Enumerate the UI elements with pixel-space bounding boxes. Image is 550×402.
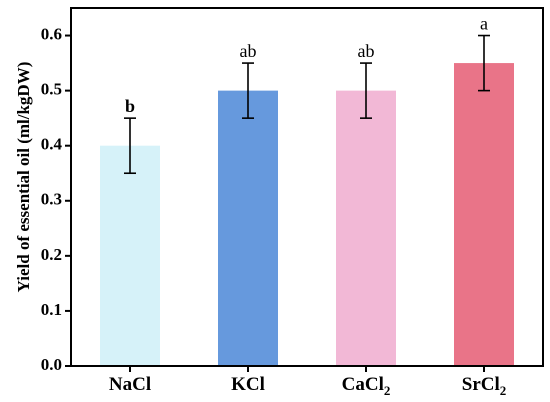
x-tick-label: KCl: [231, 374, 265, 395]
error-bar: [478, 34, 490, 92]
y-axis-label: Yield of essential oil (ml/kgDW): [14, 62, 33, 293]
y-tick-label: 0.5: [41, 80, 62, 99]
y-tick-label: 0.3: [41, 190, 62, 209]
y-tick-label: 0.2: [41, 245, 62, 264]
significance-label: ab: [240, 41, 257, 61]
bar-nacl: [100, 145, 160, 366]
bar-cacl: [336, 90, 396, 366]
y-tick-label: 0.0: [41, 355, 62, 374]
significance-label: a: [480, 14, 488, 34]
significance-label: ab: [358, 41, 375, 61]
error-bar: [124, 117, 136, 175]
bar-kcl: [218, 90, 278, 366]
significance-label: b: [125, 96, 135, 116]
y-tick-label: 0.1: [41, 300, 62, 319]
error-bar: [360, 62, 372, 119]
x-tick-label: CaCl2: [342, 374, 391, 398]
y-tick-label: 0.4: [41, 135, 63, 154]
x-tick-label: SrCl2: [462, 374, 507, 398]
error-bar: [242, 62, 254, 119]
y-tick-label: 0.6: [41, 24, 62, 43]
x-tick-label: NaCl: [109, 374, 151, 395]
bar-srcl: [454, 63, 514, 366]
plot-frame: [70, 7, 544, 367]
